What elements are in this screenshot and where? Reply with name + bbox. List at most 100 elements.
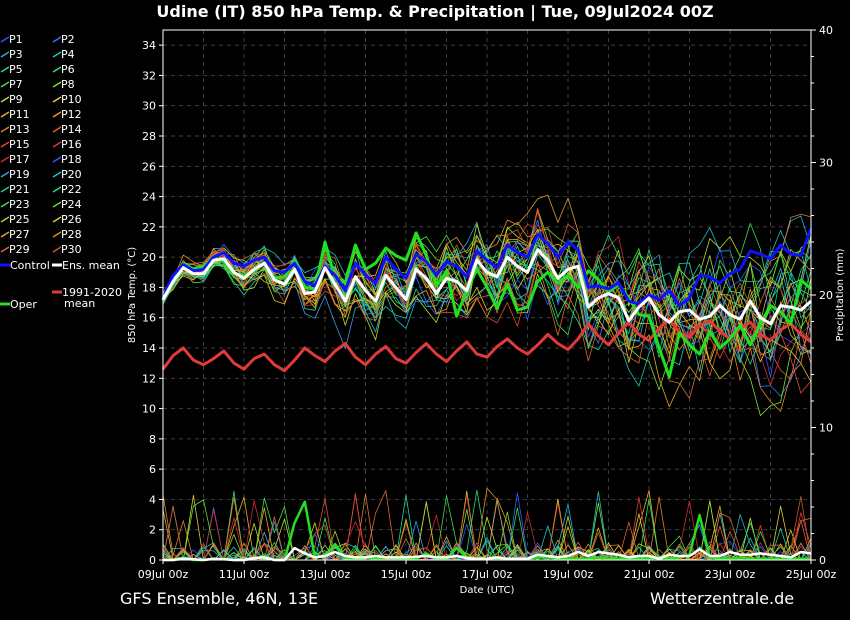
y-tick-label: 22	[142, 221, 156, 234]
member-temp-line	[162, 228, 812, 383]
y-tick-label: 18	[142, 281, 156, 294]
y-tick-label: 34	[142, 39, 156, 52]
legend-swatch	[52, 141, 62, 148]
legend-swatch	[0, 156, 10, 163]
legend-label: P26	[61, 213, 82, 226]
legend-swatch	[0, 171, 10, 178]
legend-swatch	[0, 201, 10, 208]
climate-mean-line	[161, 317, 812, 373]
y-tick-label: 26	[142, 160, 156, 173]
legend-swatch	[52, 126, 62, 133]
y-tick-label: 4	[149, 493, 156, 506]
legend-swatch	[52, 66, 62, 73]
member-temp-line	[162, 223, 812, 355]
y2-tick-label: 20	[819, 289, 833, 302]
legend-swatch	[0, 66, 10, 73]
y-tick-label: 24	[142, 191, 156, 204]
member-temp-line	[162, 239, 812, 408]
legend-label: P12	[61, 108, 82, 121]
x-tick-label: 13Jul 00z	[300, 568, 351, 581]
legend-swatch	[0, 216, 10, 223]
legend-swatch	[52, 171, 62, 178]
legend-swatch	[0, 126, 10, 133]
y2-tick-label: 0	[819, 554, 826, 567]
legend-label: P14	[61, 123, 82, 136]
x-tick-label: 25Jul 00z	[786, 568, 837, 581]
legend-label: P8	[61, 78, 75, 91]
legend-swatch	[0, 246, 10, 253]
y-tick-label: 2	[149, 524, 156, 537]
control-line	[161, 227, 813, 308]
legend-label: P21	[9, 183, 30, 196]
legend-label: P16	[61, 138, 82, 151]
legend-label: P9	[9, 93, 23, 106]
legend-swatch	[52, 216, 62, 223]
legend-swatch	[0, 231, 10, 238]
legend-swatch	[52, 156, 62, 163]
legend-label: P25	[9, 213, 30, 226]
y-tick-label: 8	[149, 433, 156, 446]
y-tick-label: 32	[142, 69, 156, 82]
legend-swatch	[52, 186, 62, 193]
legend-swatch	[52, 36, 62, 43]
y2-tick-label: 40	[819, 24, 833, 37]
member-temp-line	[162, 240, 812, 361]
legend-label: P13	[9, 123, 30, 136]
legend-label: P27	[9, 228, 30, 241]
precip-lines	[163, 500, 812, 562]
legend-label: P1	[9, 33, 23, 46]
legend-oper-label: Oper	[10, 298, 37, 311]
footer-site: Wetterzentrale.de	[650, 589, 794, 608]
member-temp-line	[162, 244, 812, 394]
y-tick-label: 10	[142, 403, 156, 416]
legend-label: P18	[61, 153, 82, 166]
y-tick-label: 16	[142, 312, 156, 325]
legend-label: P30	[61, 243, 82, 256]
y2-tick-label: 30	[819, 157, 833, 170]
member-temp-line	[162, 223, 812, 363]
chart-title: Udine (IT) 850 hPa Temp. & Precipitation…	[156, 2, 713, 22]
ens-mean-line	[161, 248, 812, 326]
member-temp-line	[162, 215, 812, 354]
x-tick-label: 19Jul 00z	[543, 568, 594, 581]
main-lines	[161, 227, 813, 379]
legend-label: P7	[9, 78, 23, 91]
y-tick-label: 28	[142, 130, 156, 143]
legend: P1 P2 P3 P4 P5 P6 P7 P8 P9 P10 P11 P12 P13 P14 P15 P16 P…	[0, 33, 122, 311]
legend-swatch	[52, 81, 62, 88]
x-tick-label: 23Jul 00z	[705, 568, 756, 581]
legend-swatch	[0, 81, 10, 88]
legend-swatch	[52, 111, 62, 118]
legend-swatch	[0, 36, 10, 43]
y-tick-label: 20	[142, 251, 156, 264]
legend-label: P4	[61, 48, 75, 61]
legend-swatch	[0, 111, 10, 118]
legend-label: P29	[9, 243, 30, 256]
legend-label: P2	[61, 33, 75, 46]
legend-label: P24	[61, 198, 82, 211]
legend-clim-mean-label2: mean	[64, 297, 95, 310]
x-tick-label: 21Jul 00z	[624, 568, 675, 581]
legend-swatch	[52, 51, 62, 58]
legend-ens-mean-label: Ens. mean	[62, 259, 120, 272]
x-tick-label: 15Jul 00z	[381, 568, 432, 581]
x-tick-label: 09Jul 00z	[138, 568, 189, 581]
x-axis: 09Jul 00z 11Jul 00z 13Jul 00z 15Jul 00z 17Ju…	[138, 560, 837, 581]
legend-label: P20	[61, 168, 82, 181]
member-temp-line	[162, 207, 812, 380]
legend-label: P23	[9, 198, 30, 211]
y2-tick-label: 10	[819, 422, 833, 435]
legend-swatch	[52, 96, 62, 103]
legend-label: P3	[9, 48, 23, 61]
y-tick-label: 0	[149, 554, 156, 567]
mean-precip-line	[163, 546, 812, 562]
legend-label: P10	[61, 93, 82, 106]
legend-label: P15	[9, 138, 30, 151]
legend-swatch	[0, 186, 10, 193]
legend-swatch	[0, 51, 10, 58]
x-tick-label: 11Jul 00z	[219, 568, 270, 581]
member-precip-line	[162, 487, 811, 561]
y-tick-label: 30	[142, 100, 156, 113]
y-axis-label: 850 hPa Temp. (°C)	[127, 247, 138, 343]
